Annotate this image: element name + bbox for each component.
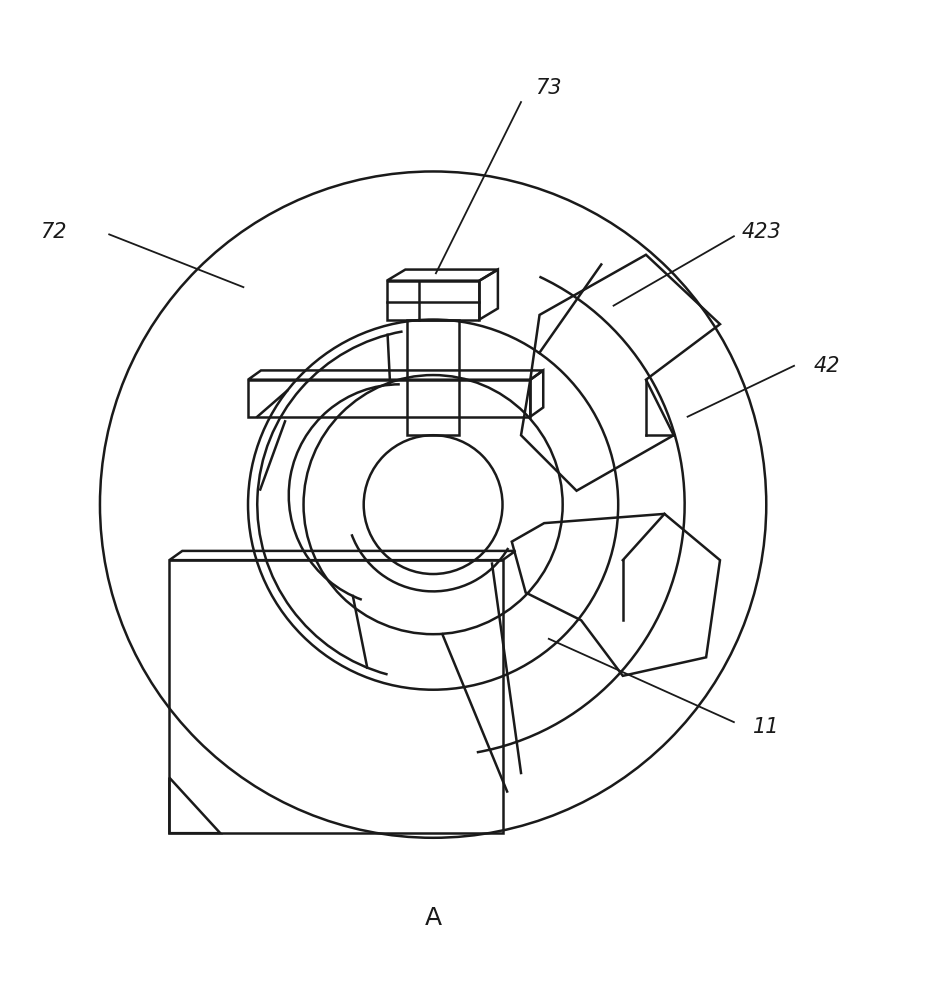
Text: 42: 42: [813, 356, 840, 376]
Text: 423: 423: [742, 222, 781, 242]
Text: A: A: [425, 906, 441, 930]
Text: 72: 72: [40, 222, 67, 242]
Text: 11: 11: [753, 717, 779, 737]
Text: 73: 73: [535, 78, 562, 98]
